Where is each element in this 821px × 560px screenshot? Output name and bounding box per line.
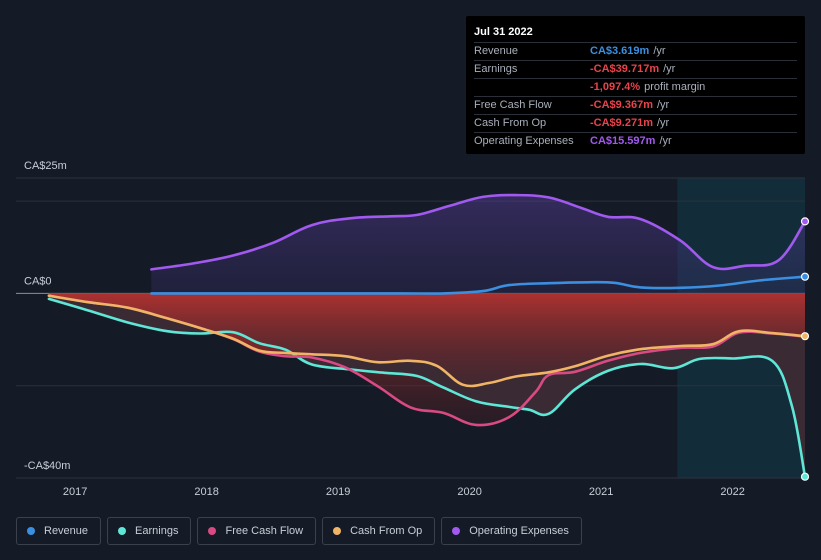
tooltip-date: Jul 31 2022: [474, 26, 533, 38]
legend: Revenue Earnings Free Cash Flow Cash From O…: [16, 517, 582, 545]
tooltip-unit: /yr: [653, 45, 666, 57]
tooltip-value: -CA$39.717m: [590, 63, 660, 75]
legend-item-revenue[interactable]: Revenue: [16, 517, 102, 545]
endpoint-marker: [800, 332, 810, 341]
series-line-operating-expenses: [150, 193, 807, 271]
legend-dot-icon: [452, 527, 461, 535]
legend-dot-icon: [208, 527, 217, 535]
legend-dot-icon: [27, 527, 35, 535]
legend-dot-icon: [333, 527, 342, 535]
series-line-earnings: [47, 297, 807, 478]
tooltip-row: Free Cash Flow -CA$9.367m/yr: [474, 96, 797, 114]
tooltip-label: Operating Expenses: [474, 135, 574, 147]
endpoint-marker: [800, 217, 810, 226]
x-tick-label: 2017: [63, 486, 87, 498]
tooltip-row: Revenue CA$3.619m/yr: [474, 42, 797, 60]
tooltip-value: -CA$9.367m: [590, 99, 653, 111]
x-tick-label: 2018: [194, 486, 218, 498]
legend-item-earnings[interactable]: Earnings: [107, 517, 192, 545]
tooltip-row: -1,097.4% profit margin: [474, 78, 797, 96]
legend-label: Free Cash Flow: [225, 525, 304, 537]
y-tick-label: -CA$40m: [24, 460, 70, 472]
tooltip-row: Cash From Op -CA$9.271m/yr: [474, 114, 797, 132]
x-tick-label: 2020: [457, 486, 481, 498]
tooltip-value: -1,097.4%: [590, 81, 641, 93]
tooltip-unit: /yr: [656, 99, 670, 111]
tooltip-label: Free Cash Flow: [474, 99, 552, 111]
tooltip-unit: /yr: [663, 63, 676, 75]
y-tick-label: CA$25m: [24, 160, 67, 172]
endpoint-marker: [800, 272, 810, 281]
tooltip-label: [474, 79, 590, 96]
legend-item-operating-expenses[interactable]: Operating Expenses: [441, 517, 582, 545]
tooltip-panel: Jul 31 2022 Revenue CA$3.619m/yr Earnings -…: [466, 16, 805, 154]
tooltip-label: Earnings: [474, 63, 518, 75]
x-tick-label: 2022: [720, 486, 744, 498]
legend-item-cash-from-op[interactable]: Cash From Op: [322, 517, 436, 545]
series-line-revenue: [150, 275, 807, 295]
tooltip-label: Cash From Op: [474, 117, 547, 129]
legend-label: Operating Expenses: [469, 525, 569, 537]
tooltip-row: Earnings -CA$39.717m/yr: [474, 60, 797, 78]
legend-label: Cash From Op: [350, 525, 423, 537]
legend-dot-icon: [118, 527, 127, 535]
x-tick-label: 2021: [589, 486, 613, 498]
series-area: [48, 293, 805, 386]
legend-label: Earnings: [135, 525, 179, 537]
tooltip-row: Operating Expenses CA$15.597m/yr: [474, 132, 797, 150]
tooltip-unit: /yr: [656, 117, 670, 129]
x-tick-label: 2019: [326, 486, 350, 498]
tooltip-label: Revenue: [474, 45, 519, 57]
y-tick-label: CA$0: [24, 275, 52, 287]
tooltip-value: CA$3.619m: [590, 45, 650, 57]
legend-item-free-cash-flow[interactable]: Free Cash Flow: [197, 517, 317, 545]
tooltip-value: -CA$9.271m: [590, 117, 653, 129]
endpoint-marker: [800, 472, 810, 481]
tooltip-unit: /yr: [659, 135, 672, 147]
tooltip-value: CA$15.597m: [590, 135, 656, 147]
series-line-cash-from-op: [47, 294, 807, 388]
tooltip-unit: profit margin: [644, 81, 706, 93]
legend-label: Revenue: [44, 525, 89, 537]
